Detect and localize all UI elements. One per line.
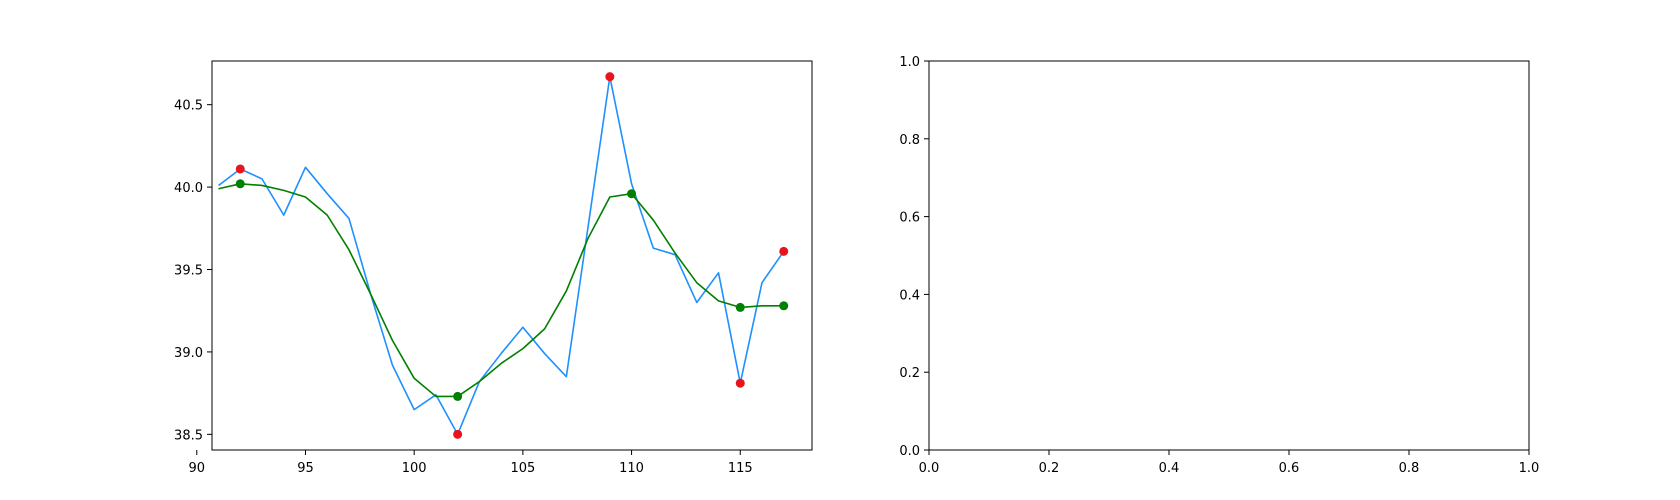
series-2-marker-2 <box>605 72 615 82</box>
y-tick-label: 0.4 <box>899 288 920 303</box>
y-tick-label: 0.8 <box>899 133 920 148</box>
x-tick-label: 95 <box>297 461 314 476</box>
series-2-marker-1 <box>453 429 463 439</box>
axes-frame <box>211 60 813 451</box>
series-2-marker-3 <box>735 378 745 388</box>
y-tick-label: 40.5 <box>174 99 203 114</box>
x-tick-label: 90 <box>189 461 206 476</box>
x-tick-label: 0.8 <box>1399 461 1420 476</box>
series-3-marker-4 <box>779 301 789 311</box>
series-3-marker-1 <box>453 391 463 401</box>
y-tick-label: 0.2 <box>899 366 920 381</box>
series-3-marker-2 <box>627 189 637 199</box>
x-tick-label: 110 <box>619 461 644 476</box>
series-0-line <box>218 75 785 436</box>
series-3-marker-3 <box>735 302 745 312</box>
x-tick-label: 0.4 <box>1159 461 1180 476</box>
y-tick-label: 40.0 <box>174 181 203 196</box>
y-tick-label: 1.0 <box>899 55 920 70</box>
x-tick-label: 105 <box>510 461 535 476</box>
right-empty-axes: 0.0 0.2 0.4 0.6 0.8 1.0 0.0 0.2 0.4 0.6 0.8 1.0 <box>899 55 1539 476</box>
y-tick-label: 39.5 <box>174 264 203 279</box>
y-tick-label: 0.0 <box>899 444 920 459</box>
series-2-marker-0 <box>235 164 245 174</box>
series-3-marker-0 <box>235 179 245 189</box>
y-tick-label: 0.6 <box>899 211 920 226</box>
series-1-line <box>218 183 784 398</box>
x-tick-label: 1.0 <box>1519 461 1540 476</box>
axes-frame <box>928 60 1530 451</box>
series-2-marker-4 <box>779 246 789 256</box>
left-line-chart: 90 95 100 105 110 115 38.5 39.0 39.5 40.0 40.5 <box>174 60 813 476</box>
x-tick-label: 115 <box>728 461 753 476</box>
x-tick-label: 0.2 <box>1039 461 1060 476</box>
y-tick-label: 39.0 <box>174 346 203 361</box>
x-tick-label: 100 <box>402 461 427 476</box>
x-tick-label: 0.0 <box>919 461 940 476</box>
y-tick-label: 38.5 <box>174 428 203 443</box>
x-tick-label: 0.6 <box>1279 461 1300 476</box>
